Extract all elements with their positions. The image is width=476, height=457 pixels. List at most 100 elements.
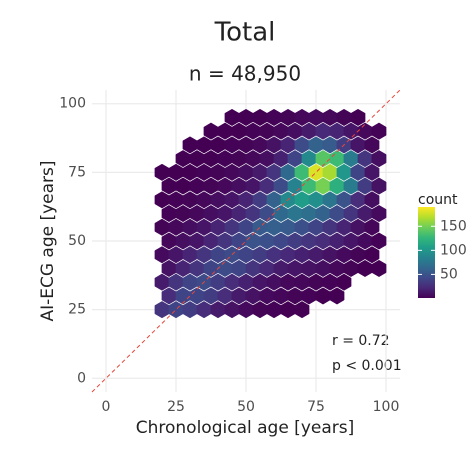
y-tick-label: 0 — [77, 370, 86, 386]
hex-cell — [280, 108, 296, 126]
hex-cell — [315, 259, 331, 277]
hex-cell — [301, 150, 317, 168]
hex-cell — [294, 218, 310, 236]
hex-cell — [371, 259, 387, 277]
hex-cell — [371, 205, 387, 223]
hex-cell — [266, 246, 282, 264]
hex-cell — [329, 205, 345, 223]
x-tick-label: 50 — [237, 399, 255, 415]
hex-cell — [329, 232, 345, 250]
hex-cell — [357, 259, 373, 277]
hex-cell — [210, 191, 226, 209]
hex-cell — [238, 163, 254, 181]
hex-cell — [168, 301, 184, 319]
hex-cell — [238, 273, 254, 291]
hex-cell — [336, 273, 352, 291]
hex-cell — [364, 246, 380, 264]
hex-cell — [287, 259, 303, 277]
hex-cell — [203, 150, 219, 168]
hex-cell — [259, 150, 275, 168]
hex-cell — [238, 246, 254, 264]
hex-cell — [329, 287, 345, 305]
hex-cell — [245, 177, 261, 195]
hex-cell — [210, 218, 226, 236]
hex-cell — [168, 191, 184, 209]
hex-cell — [203, 122, 219, 140]
hex-cell — [238, 108, 254, 126]
hex-cell — [259, 177, 275, 195]
hex-cell — [231, 205, 247, 223]
hex-cell — [182, 218, 198, 236]
hex-cell — [224, 273, 240, 291]
hex-cell — [371, 150, 387, 168]
hex-cell — [217, 287, 233, 305]
hex-cell — [189, 259, 205, 277]
hex-cell — [315, 232, 331, 250]
hex-cell — [273, 150, 289, 168]
hex-cell — [168, 218, 184, 236]
hex-cell — [266, 136, 282, 154]
hex-cell — [308, 136, 324, 154]
hex-cell — [217, 205, 233, 223]
hex-cell — [175, 259, 191, 277]
hex-cell — [224, 191, 240, 209]
hex-cell — [210, 273, 226, 291]
hex-cell — [273, 232, 289, 250]
colorbar-label: 50 — [440, 266, 458, 282]
hex-cell — [322, 191, 338, 209]
legend-title: count — [418, 192, 458, 208]
colorbar-label: 100 — [440, 242, 467, 258]
hex-cell — [161, 177, 177, 195]
hex-cell — [182, 301, 198, 319]
hex-cell — [350, 191, 366, 209]
chart-subtitle: n = 48,950 — [189, 62, 301, 86]
annotation: p < 0.001 — [332, 358, 402, 374]
hex-cell — [329, 150, 345, 168]
hex-cell — [294, 273, 310, 291]
hex-cell — [154, 246, 170, 264]
hex-cell — [357, 150, 373, 168]
hex-cell — [287, 177, 303, 195]
hex-cell — [343, 122, 359, 140]
hex-cell — [217, 150, 233, 168]
hex-cell — [273, 205, 289, 223]
hex-cell — [287, 287, 303, 305]
hex-cell — [357, 177, 373, 195]
hex-cell — [168, 163, 184, 181]
hex-cell — [350, 218, 366, 236]
hex-cell — [154, 218, 170, 236]
hex-cell — [252, 273, 268, 291]
hex-cell — [217, 122, 233, 140]
hex-cell — [245, 150, 261, 168]
hex-cell — [175, 232, 191, 250]
hex-cell — [315, 150, 331, 168]
chart-title: Total — [214, 18, 276, 48]
hex-cell — [322, 218, 338, 236]
hex-cell — [357, 205, 373, 223]
hex-cell — [371, 122, 387, 140]
hex-cell — [175, 205, 191, 223]
hex-cell — [252, 136, 268, 154]
hex-cell — [252, 246, 268, 264]
hex-cell — [203, 177, 219, 195]
hex-cell — [217, 259, 233, 277]
hex-cell — [350, 136, 366, 154]
hex-cell — [322, 108, 338, 126]
hex-cell — [364, 218, 380, 236]
hex-cell — [217, 177, 233, 195]
hex-cell — [343, 259, 359, 277]
hex-cell — [280, 136, 296, 154]
hex-cell — [266, 108, 282, 126]
hex-cell — [329, 122, 345, 140]
hex-cell — [238, 301, 254, 319]
hex-cell — [231, 177, 247, 195]
hex-cell — [287, 232, 303, 250]
hex-cell — [280, 246, 296, 264]
hex-cell — [336, 246, 352, 264]
hex-cell — [308, 108, 324, 126]
hex-cell — [273, 287, 289, 305]
reference-line — [91, 89, 401, 393]
x-axis-title: Chronological age [years] — [136, 418, 355, 438]
hex-cell — [168, 246, 184, 264]
